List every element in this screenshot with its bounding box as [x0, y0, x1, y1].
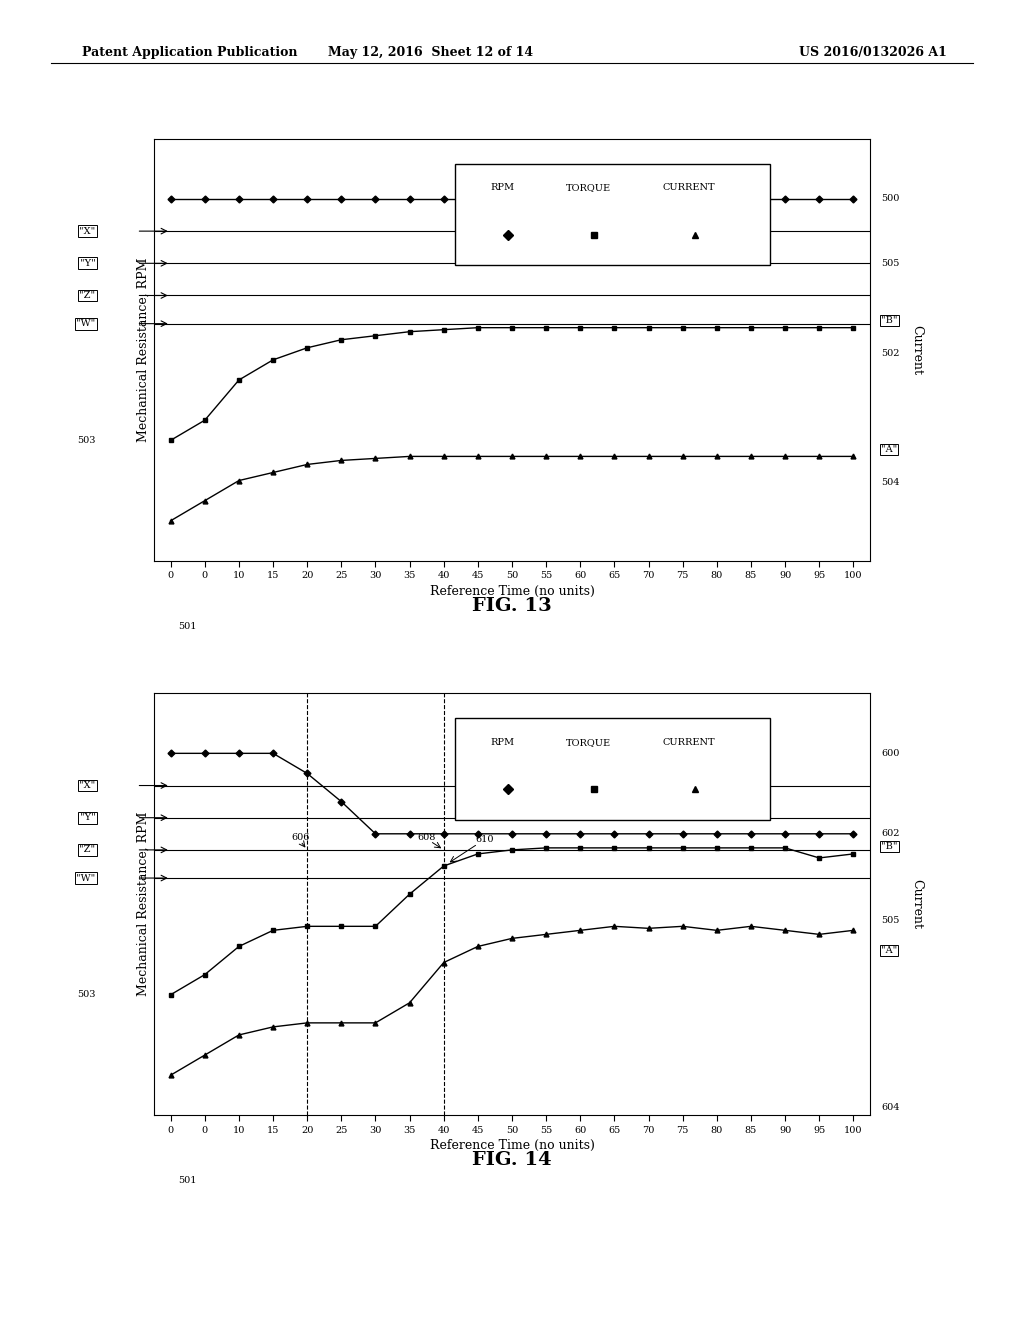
Text: 505: 505: [881, 916, 899, 925]
Text: "B": "B": [881, 315, 898, 325]
Text: "A": "A": [881, 445, 897, 454]
Text: 505: 505: [881, 259, 899, 268]
Text: "W": "W": [77, 874, 95, 883]
Text: "Z": "Z": [80, 290, 95, 300]
Text: 503: 503: [77, 990, 95, 999]
Text: TORQUE: TORQUE: [565, 738, 611, 747]
Text: 600: 600: [881, 748, 899, 758]
Text: "W": "W": [77, 319, 95, 329]
Text: "Z": "Z": [80, 845, 95, 854]
Text: 501: 501: [178, 622, 197, 631]
FancyBboxPatch shape: [455, 718, 770, 820]
Text: FIG. 13: FIG. 13: [472, 597, 552, 615]
Text: CURRENT: CURRENT: [663, 738, 715, 747]
Text: Current: Current: [910, 325, 924, 375]
Text: 606: 606: [291, 833, 309, 842]
Text: "X": "X": [79, 781, 95, 791]
Text: 503: 503: [77, 436, 95, 445]
Text: 501: 501: [178, 1176, 197, 1185]
Text: RPM: RPM: [490, 738, 515, 747]
X-axis label: Reference Time (no units): Reference Time (no units): [429, 585, 595, 598]
Text: 500: 500: [881, 194, 899, 203]
Text: 502: 502: [881, 350, 900, 358]
Text: "B": "B": [881, 842, 898, 851]
Text: 610: 610: [475, 834, 494, 843]
Text: May 12, 2016  Sheet 12 of 14: May 12, 2016 Sheet 12 of 14: [328, 46, 532, 59]
Text: FIG. 14: FIG. 14: [472, 1151, 552, 1170]
Y-axis label: Mechanical Resistance, RPM: Mechanical Resistance, RPM: [136, 812, 150, 997]
Text: "Y": "Y": [80, 813, 95, 822]
Y-axis label: Mechanical Resistance, RPM: Mechanical Resistance, RPM: [136, 257, 150, 442]
Text: 602: 602: [881, 829, 900, 838]
Text: RPM: RPM: [490, 183, 515, 193]
Text: Patent Application Publication: Patent Application Publication: [82, 46, 297, 59]
Text: TORQUE: TORQUE: [565, 183, 611, 193]
Text: "X": "X": [79, 227, 95, 236]
FancyBboxPatch shape: [455, 164, 770, 265]
Text: "Y": "Y": [80, 259, 95, 268]
Text: 608: 608: [418, 833, 436, 842]
Text: "A": "A": [881, 946, 897, 954]
Text: 504: 504: [881, 478, 900, 487]
Text: Current: Current: [910, 879, 924, 929]
Text: CURRENT: CURRENT: [663, 183, 715, 193]
Text: 604: 604: [881, 1102, 900, 1111]
X-axis label: Reference Time (no units): Reference Time (no units): [429, 1139, 595, 1152]
Text: US 2016/0132026 A1: US 2016/0132026 A1: [799, 46, 946, 59]
